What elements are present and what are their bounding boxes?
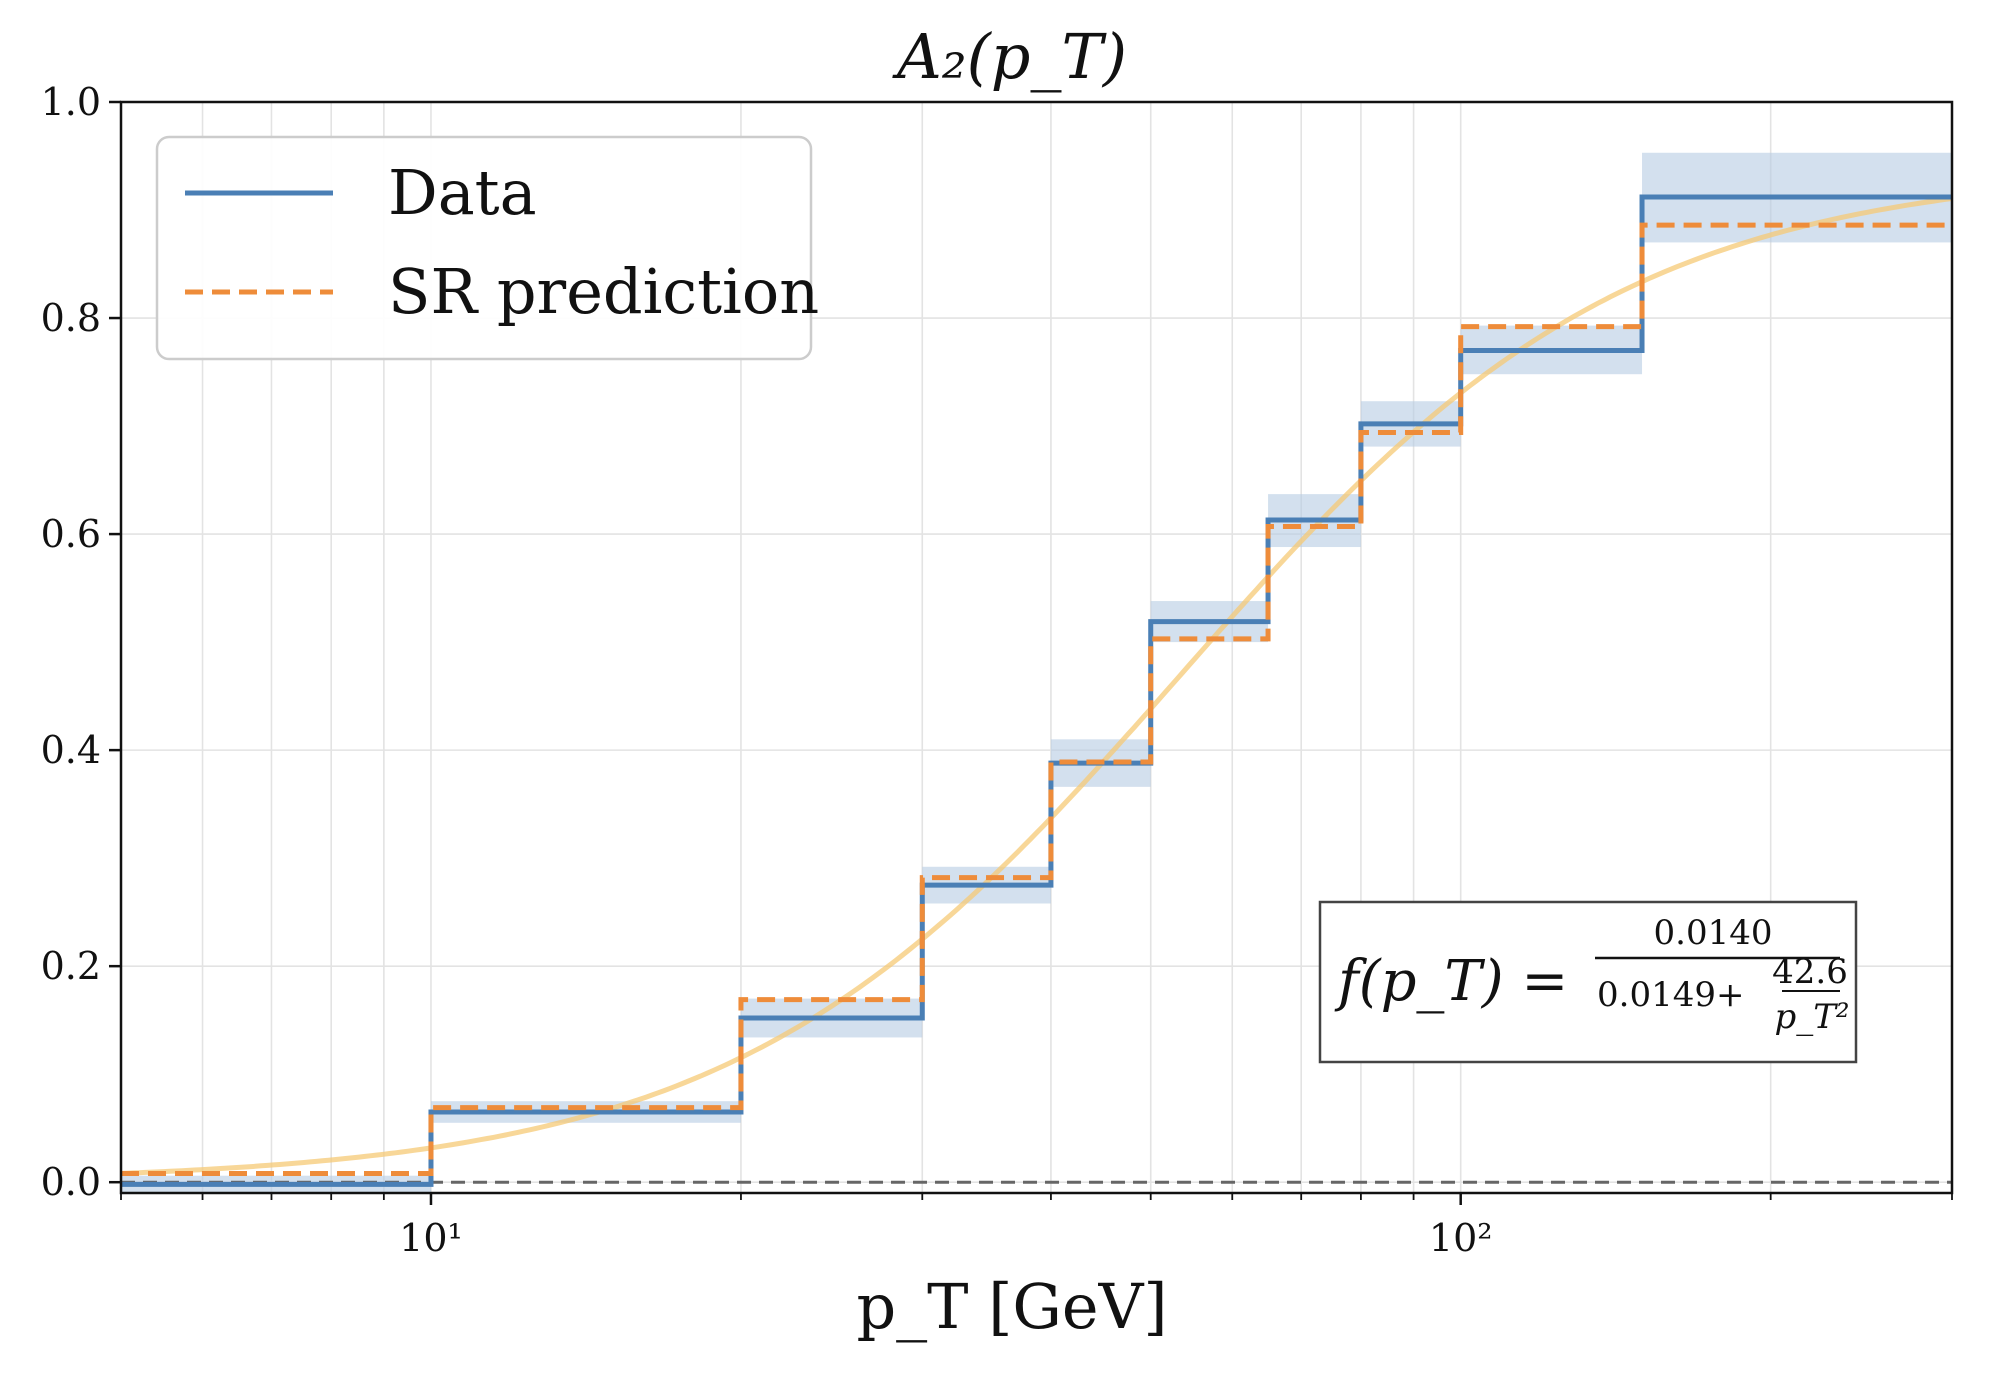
- axes-layer: 0.0 0.2 0.4 0.6 0.8 1.0 10¹ 10²: [41, 80, 1954, 1260]
- y-tick-label: 0.6: [41, 512, 101, 556]
- formula-inner-denominator: p_T²: [1774, 997, 1849, 1037]
- y-tick-label: 0.4: [41, 728, 101, 772]
- x-tick-label: 10²: [1429, 1216, 1493, 1260]
- formula-annotation: f(p_T) = 0.0140 0.0149+ 42.6 p_T²: [1318, 900, 1858, 1064]
- series-layer: [121, 194, 1952, 1187]
- y-tick-label: 0.2: [41, 944, 101, 988]
- chart-title: A₂(p_T): [892, 20, 1127, 93]
- formula-lhs: f(p_T) =: [1334, 949, 1568, 1014]
- y-tick-label: 0.8: [41, 296, 101, 340]
- formula-box: [1318, 900, 1858, 1064]
- fit-curve-layer: [120, 196, 1953, 1176]
- x-axis-label: p_T [GeV]: [856, 1270, 1167, 1343]
- legend-label-data: Data: [388, 156, 537, 229]
- legend: Data SR prediction: [155, 135, 819, 361]
- plot-frame: [119, 100, 1954, 1195]
- formula-denominator: 0.0149+: [1597, 975, 1744, 1015]
- fit-curve: [120, 196, 1953, 1176]
- y-tick-label: 0.0: [41, 1160, 101, 1204]
- y-tick-label: 1.0: [41, 80, 101, 124]
- series-sr-prediction-step: [121, 222, 1952, 1177]
- formula-numerator: 0.0140: [1654, 913, 1773, 953]
- legend-label-sr-prediction: SR prediction: [388, 255, 819, 328]
- formula-inner-numerator: 42.6: [1772, 952, 1848, 992]
- x-tick-label: 10¹: [399, 1216, 463, 1260]
- chart-title-text: A₂(p_T): [892, 20, 1127, 93]
